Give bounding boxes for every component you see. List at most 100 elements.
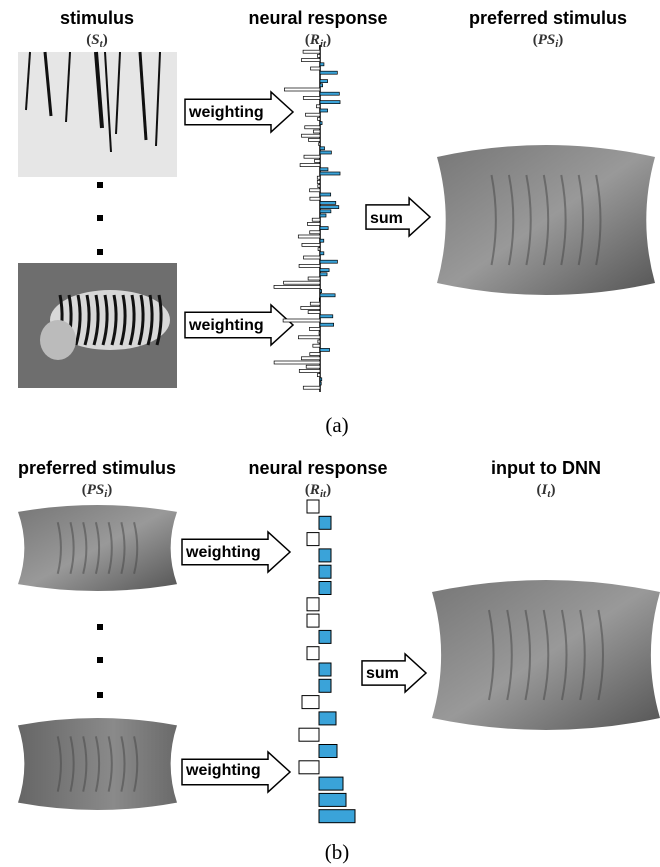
response-bar <box>317 54 321 58</box>
n-symbol: R <box>309 32 320 48</box>
response-bar <box>316 373 321 377</box>
response-bar <box>319 62 325 67</box>
response-bar <box>309 301 321 306</box>
response-bar <box>306 499 320 514</box>
n-symbol: R <box>309 482 320 498</box>
block-arrow <box>184 303 295 347</box>
n-symbol: PS <box>87 482 105 498</box>
response-bar <box>307 222 321 226</box>
arrow-label: weighting <box>188 104 264 121</box>
n-open: ( <box>533 32 538 48</box>
response-bar <box>314 159 321 163</box>
response-bar <box>319 226 329 230</box>
notation: (Rit) <box>305 32 331 50</box>
branch <box>155 51 161 147</box>
response-bar <box>301 695 320 710</box>
n-symbol: I <box>541 482 549 498</box>
response-bar <box>318 792 347 807</box>
barrel <box>18 718 177 810</box>
n-open: ( <box>305 482 310 498</box>
ellipsis-dot <box>97 624 103 630</box>
title: preferred stimulus <box>18 458 176 478</box>
arrow-label: sum <box>370 210 403 227</box>
texture <box>542 174 550 266</box>
branch <box>25 51 31 111</box>
response-bar <box>318 331 321 335</box>
response-bar <box>305 364 321 369</box>
response-bar <box>318 711 337 726</box>
response-bar <box>303 255 321 260</box>
block-arrow <box>181 750 292 794</box>
texture <box>490 174 497 266</box>
response-bar <box>316 104 321 109</box>
response-bar <box>309 230 321 235</box>
n-sub: it <box>320 488 327 500</box>
n-sub: t <box>547 488 551 500</box>
response-bar <box>301 243 321 247</box>
response-bar <box>319 209 332 214</box>
notation: (PSi) <box>82 482 113 500</box>
branch <box>65 51 71 123</box>
response-bar <box>307 310 321 314</box>
block-arrow <box>361 652 428 694</box>
stripe <box>110 294 118 346</box>
texture <box>69 736 75 792</box>
response-bar <box>318 142 321 146</box>
response-bar <box>312 343 321 348</box>
texture <box>94 736 101 792</box>
texture <box>120 521 126 575</box>
tiger-head <box>40 320 76 360</box>
response-bar <box>318 809 356 824</box>
response-bar <box>303 154 321 159</box>
preferred-image <box>18 718 177 810</box>
stimulus-image <box>18 263 177 388</box>
texture <box>506 609 513 701</box>
response-bar <box>319 91 340 96</box>
response-bar <box>319 150 332 155</box>
notation: (St) <box>86 32 107 50</box>
response-bar <box>319 171 341 176</box>
stripe <box>137 294 145 346</box>
response-bar <box>318 564 332 579</box>
ellipsis-dot <box>97 249 103 255</box>
response-bar <box>319 79 328 83</box>
n-open: ( <box>82 482 87 498</box>
response-bar <box>319 268 330 272</box>
response-bar <box>309 327 321 331</box>
preferred-image <box>18 505 177 591</box>
n-close: ) <box>107 482 112 498</box>
stripe <box>74 294 82 346</box>
response-bar <box>318 776 344 791</box>
response-bar <box>302 49 321 54</box>
n-close: ) <box>326 32 331 48</box>
barrel <box>437 145 655 295</box>
texture <box>560 609 568 701</box>
response-bar <box>319 100 341 104</box>
preferred-image <box>432 580 660 730</box>
response-bar <box>318 515 332 530</box>
n-symbol: S <box>91 32 99 48</box>
stimulus-image <box>18 51 177 177</box>
texture <box>488 609 495 701</box>
response-bar <box>306 613 320 628</box>
branch <box>104 51 112 153</box>
n-close: ) <box>558 32 563 48</box>
response-bar <box>319 348 330 352</box>
n-sub: it <box>320 38 327 50</box>
texture <box>524 609 532 701</box>
response-bar <box>319 83 324 88</box>
stripe <box>155 294 163 346</box>
n-close: ) <box>326 482 331 498</box>
arrow-label: sum <box>366 665 399 682</box>
response-bar <box>319 201 337 205</box>
response-bar <box>297 234 321 239</box>
response-bar <box>317 184 321 188</box>
response-bar <box>309 188 321 193</box>
response-bar <box>318 678 332 693</box>
response-bar <box>318 629 332 644</box>
response-bar <box>319 167 329 172</box>
response-bar <box>318 744 338 758</box>
n-open: ( <box>86 32 91 48</box>
notation: (PSi) <box>533 32 564 50</box>
